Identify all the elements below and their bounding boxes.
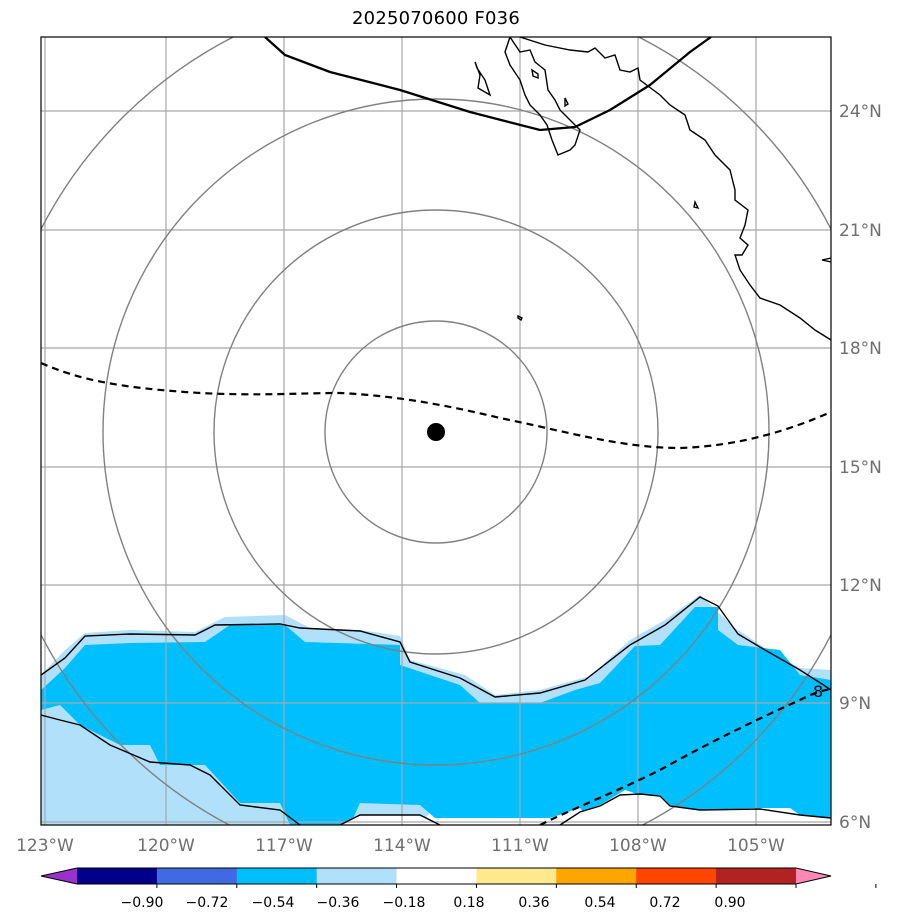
colorbar-cell — [636, 868, 717, 884]
map-frame — [40, 36, 832, 826]
range-rings — [41, 37, 831, 825]
lat-label-6n: 6°N — [839, 813, 871, 833]
shaded-field-main — [41, 607, 831, 825]
colorbar-tick-label: 0.90 — [714, 895, 745, 911]
lon-label-105w: 105°W — [727, 836, 785, 856]
map-title: 2025070600 F036 — [352, 8, 520, 29]
colorbar-tick-label: −0.72 — [186, 895, 229, 911]
coastline — [41, 37, 831, 825]
land-mask — [340, 790, 831, 825]
lat-label-21n: 21°N — [839, 221, 882, 241]
colorbar-tick-label: −0.54 — [252, 895, 295, 911]
colorbar-cell — [716, 868, 797, 884]
colorbar-cell — [396, 868, 477, 884]
colorbar-extend-left — [41, 868, 77, 884]
colorbar-ticks — [156, 884, 877, 888]
lat-label-9n: 9°N — [839, 694, 871, 714]
colorbar-labels: −0.90 −0.72 −0.54 −0.36 −0.18 0.18 0.36 … — [121, 895, 746, 911]
lat-label-12n: 12°N — [839, 576, 882, 596]
map-plot-area: 8 — [41, 37, 831, 825]
colorbar: −0.90 −0.72 −0.54 −0.36 −0.18 0.18 0.36 … — [40, 867, 877, 911]
colorbar-tick-label: 0.36 — [518, 895, 549, 911]
colorbar-cell — [236, 868, 318, 884]
colorbar-cell — [476, 868, 557, 884]
lat-label-15n: 15°N — [839, 458, 882, 478]
colorbar-tick-label: −0.18 — [383, 895, 426, 911]
dashed-contours — [41, 361, 831, 825]
lon-label-111w: 111°W — [491, 836, 549, 856]
colorbar-cell — [156, 868, 238, 884]
colorbar-tick-label: −0.36 — [317, 895, 360, 911]
colorbar-cell — [316, 868, 398, 884]
lon-label-120w: 120°W — [137, 836, 195, 856]
lat-label-24n: 24°N — [839, 102, 882, 122]
storm-center-marker — [427, 423, 445, 441]
colorbar-tick-label: 0.72 — [649, 895, 680, 911]
colorbar-tick-label: 0.18 — [453, 895, 484, 911]
contour-label: 8 — [813, 682, 823, 701]
lon-label-108w: 108°W — [609, 836, 667, 856]
colorbar-cell — [556, 868, 637, 884]
lon-label-114w: 114°W — [373, 836, 431, 856]
bold-contour — [264, 37, 712, 132]
colorbar-extend-right — [796, 868, 831, 884]
colorbar-cell — [77, 868, 158, 884]
longitude-labels: 123°W 120°W 117°W 114°W 111°W 108°W 105°… — [16, 836, 785, 856]
latitude-labels: 24°N 21°N 18°N 15°N 12°N 9°N 6°N — [839, 102, 882, 833]
lon-label-117w: 117°W — [255, 836, 313, 856]
colorbar-tick-label: 0.54 — [584, 895, 615, 911]
graticule — [41, 37, 831, 825]
lat-label-18n: 18°N — [839, 339, 882, 359]
colorbar-outline — [40, 867, 832, 885]
colorbar-cells — [77, 868, 797, 884]
lon-label-123w: 123°W — [16, 836, 74, 856]
colorbar-tick-label: −0.90 — [121, 895, 164, 911]
